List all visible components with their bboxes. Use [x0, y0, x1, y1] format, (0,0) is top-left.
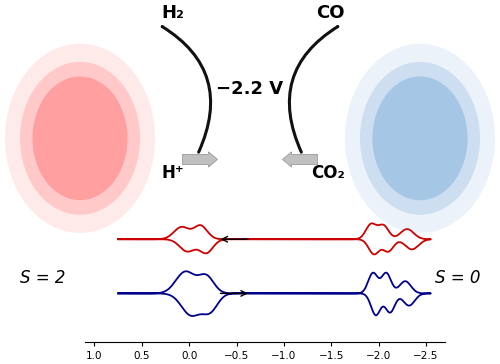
Text: CO₂: CO₂: [310, 164, 344, 182]
Text: CO: CO: [316, 4, 344, 22]
Text: S = 0: S = 0: [435, 269, 480, 288]
FancyArrowPatch shape: [290, 27, 338, 152]
FancyArrowPatch shape: [162, 27, 210, 152]
FancyArrow shape: [282, 152, 318, 167]
Ellipse shape: [20, 62, 140, 215]
Text: H₂: H₂: [161, 4, 184, 22]
FancyArrow shape: [182, 152, 218, 167]
Text: H⁺: H⁺: [161, 164, 184, 182]
Ellipse shape: [5, 44, 155, 233]
Ellipse shape: [360, 62, 480, 215]
Text: S = 2: S = 2: [20, 269, 65, 288]
Ellipse shape: [32, 76, 128, 200]
Ellipse shape: [345, 44, 495, 233]
Ellipse shape: [372, 76, 468, 200]
Text: −2.2 V: −2.2 V: [216, 80, 284, 98]
